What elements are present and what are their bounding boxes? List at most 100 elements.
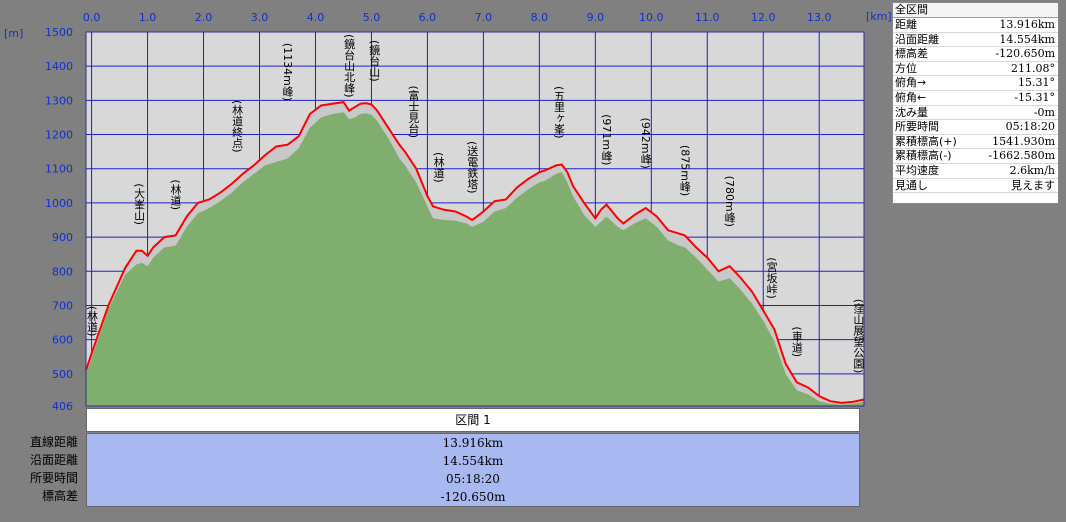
y-tick-label: 500 <box>52 368 73 381</box>
summary-label: 標高差 <box>895 47 928 61</box>
x-tick-label: 1.0 <box>139 11 157 24</box>
summary-title: 全区間 <box>893 3 1058 18</box>
peak-label: (鏡台山) <box>368 40 381 82</box>
summary-label: 距離 <box>895 18 917 31</box>
y-tick-label: 1300 <box>45 94 73 107</box>
peak-label: (鏡台山北峰) <box>343 34 356 98</box>
summary-value: -0m <box>1033 105 1055 119</box>
y-tick-label: 1200 <box>45 129 73 142</box>
y-tick-label: 900 <box>52 231 73 244</box>
summary-row: 平均速度 2.6km/h <box>893 164 1058 179</box>
y-axis-ticks: 1500 1400 1300 1200 1100 1000 900 800 700 600 500 4… <box>45 26 73 413</box>
segment-values: 13.916km 14.554km 05:18:20 -120.650m <box>86 433 860 507</box>
peak-label: (875m峰) <box>678 145 691 196</box>
segment-value: -120.650m <box>440 490 506 504</box>
y-tick-label: 1400 <box>45 60 73 73</box>
x-tick-label: 5.0 <box>363 11 381 24</box>
summary-panel: 全区間 距離 13.916km 沿面距離 14.554km 標高差 -120.650m 方位… <box>892 2 1059 204</box>
peak-label: (林道) <box>432 152 445 183</box>
x-tick-label: 11.0 <box>695 11 720 24</box>
x-tick-label: 3.0 <box>251 11 269 24</box>
summary-value: 05:18:20 <box>1005 120 1055 134</box>
summary-value: -15.31° <box>1014 90 1055 104</box>
summary-value: 1541.930m <box>992 134 1055 148</box>
segment-label: 所要時間 <box>29 471 78 485</box>
summary-row: 距離 13.916km <box>893 18 1058 33</box>
summary-label: 平均速度 <box>895 163 939 177</box>
summary-value: 2.6km/h <box>1009 163 1055 177</box>
summary-label: 俯角→ <box>895 76 927 90</box>
summary-row: 所要時間 05:18:20 <box>893 120 1058 135</box>
summary-label: 累積標高(+) <box>895 134 957 148</box>
x-tick-label: 7.0 <box>475 11 493 24</box>
peak-label: (780m峰) <box>723 176 736 227</box>
x-tick-label: 13.0 <box>807 11 832 24</box>
summary-label: 沿面距離 <box>895 32 939 46</box>
plot-border <box>85 31 865 407</box>
summary-row: 見通し 見えます <box>893 179 1058 194</box>
summary-value: -1662.580m <box>988 149 1055 163</box>
summary-label: 見通し <box>895 178 928 192</box>
summary-value: -120.650m <box>995 47 1055 61</box>
segment-value: 05:18:20 <box>446 472 500 486</box>
summary-row: 累積標高(+) 1541.930m <box>893 135 1058 150</box>
summary-value: 211.08° <box>1011 61 1055 75</box>
elevation-area <box>86 112 864 407</box>
y-tick-label: 406 <box>52 400 73 413</box>
elevation-line <box>85 101 865 404</box>
summary-row: 累積標高(-) -1662.580m <box>893 149 1058 164</box>
summary-value: 15.31° <box>1018 76 1055 90</box>
summary-row: 沈み量 -0m <box>893 106 1058 121</box>
x-tick-label: 0.0 <box>83 11 101 24</box>
peak-label: (窪山展望公園) <box>852 299 865 374</box>
summary-label: 俯角← <box>895 90 927 104</box>
peak-label: (五里ヶ峯) <box>552 86 565 139</box>
summary-row: 俯角← -15.31° <box>893 91 1058 106</box>
y-axis-unit: [m] <box>4 27 23 40</box>
peak-label: (車道) <box>790 326 803 357</box>
summary-value: 14.554km <box>999 32 1055 46</box>
x-tick-label: 9.0 <box>587 11 605 24</box>
y-tick-label: 1500 <box>45 26 73 39</box>
x-tick-label: 4.0 <box>307 11 325 24</box>
y-tick-label: 700 <box>52 299 73 312</box>
summary-value: 13.916km <box>999 18 1055 31</box>
x-tick-label: 2.0 <box>195 11 213 24</box>
summary-label: 所要時間 <box>895 120 939 134</box>
summary-label: 沈み量 <box>895 105 928 119</box>
peak-label: (942m峰) <box>639 118 652 169</box>
x-axis-ticks: 0.0 1.0 2.0 3.0 4.0 5.0 6.0 7.0 8.0 9.0 10.0 11.0 12… <box>83 11 832 24</box>
x-tick-label: 12.0 <box>751 11 776 24</box>
peak-label: (大峯山) <box>133 183 146 225</box>
x-tick-label: 10.0 <box>639 11 664 24</box>
y-tick-label: 1000 <box>45 197 73 210</box>
segment-header[interactable]: 区間 1 <box>86 408 860 432</box>
summary-label: 方位 <box>895 61 917 75</box>
peak-label: (宮坂峠) <box>765 257 778 299</box>
peak-label: (富士見台) <box>407 85 420 138</box>
peak-label: (1134m峰) <box>281 43 294 101</box>
peak-label: (林道) <box>169 179 182 210</box>
segment-label: 沿面距離 <box>29 453 78 467</box>
peak-label: (971m峰) <box>600 114 613 165</box>
summary-row: 標高差 -120.650m <box>893 47 1058 62</box>
peak-label: (林道終点) <box>231 100 244 153</box>
peak-annotations: (林道) (大峯山) (林道) (林道終点) (1134m峰) (鏡台山北峰) (鏡台山) (… <box>86 34 865 373</box>
summary-row: 沿面距離 14.554km <box>893 33 1058 48</box>
segment-label: 直線距離 <box>29 435 78 449</box>
x-tick-label: 8.0 <box>531 11 549 24</box>
segment-value: 14.554km <box>442 454 504 468</box>
y-tick-label: 1100 <box>45 163 73 176</box>
x-axis-unit: [km] <box>866 10 892 23</box>
peak-label: (林道) <box>86 306 99 337</box>
summary-value: 見えます <box>1011 178 1055 192</box>
segment-labels: 直線距離 沿面距離 所要時間 標高差 <box>0 433 84 505</box>
x-tick-label: 6.0 <box>419 11 437 24</box>
y-tick-label: 800 <box>52 265 73 278</box>
summary-row: 俯角→ 15.31° <box>893 76 1058 91</box>
summary-row: 方位 211.08° <box>893 62 1058 77</box>
segment-value: 13.916km <box>442 436 504 450</box>
y-tick-label: 600 <box>52 334 73 347</box>
peak-label: (送電鉄塔) <box>466 141 479 194</box>
